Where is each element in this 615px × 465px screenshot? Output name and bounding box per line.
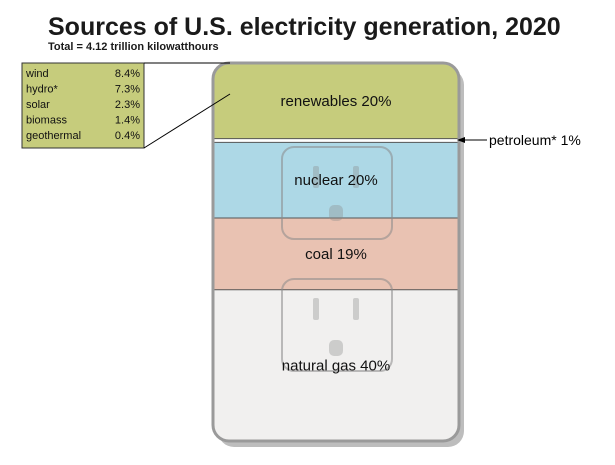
stacked-bar bbox=[213, 63, 459, 441]
segment-0 bbox=[213, 63, 459, 139]
renewables-breakdown: wind 8.4% hydro* 7.3% solar 2.3% biomass 1.4% ge… bbox=[21, 62, 231, 149]
breakdown-value: 1.4% bbox=[115, 115, 140, 127]
segment-3 bbox=[213, 217, 459, 290]
outlet-icon bbox=[281, 146, 393, 372]
breakdown-connector-bottom bbox=[143, 93, 231, 149]
segment-label: natural gas 40% bbox=[282, 357, 390, 374]
segment-4 bbox=[213, 289, 459, 441]
breakdown-name: hydro* bbox=[26, 84, 59, 96]
segment-label: nuclear 20% bbox=[294, 172, 377, 189]
chart-title: Sources of U.S. electricity generation, … bbox=[48, 13, 561, 41]
segment-label: renewables 20% bbox=[281, 93, 392, 110]
breakdown-name: wind bbox=[25, 68, 49, 80]
breakdown-name: geothermal bbox=[26, 130, 81, 142]
petroleum-label: petroleum* 1% bbox=[489, 132, 581, 148]
breakdown-value: 2.3% bbox=[115, 99, 140, 111]
panel-frame bbox=[211, 61, 461, 443]
segment-2 bbox=[213, 142, 459, 218]
segment-1 bbox=[213, 138, 459, 143]
petroleum-callout-arrow bbox=[457, 137, 465, 143]
segment-label: coal 19% bbox=[305, 246, 367, 263]
breakdown-value: 8.4% bbox=[115, 68, 140, 80]
outlet-slots bbox=[313, 166, 359, 356]
chart-subtitle: Total = 4.12 trillion kilowatthours bbox=[48, 41, 219, 53]
breakdown-value: 7.3% bbox=[115, 84, 140, 96]
breakdown-name: solar bbox=[26, 99, 50, 111]
breakdown-value: 0.4% bbox=[115, 130, 140, 142]
breakdown-box bbox=[21, 62, 145, 149]
breakdown-name: biomass bbox=[26, 115, 67, 127]
